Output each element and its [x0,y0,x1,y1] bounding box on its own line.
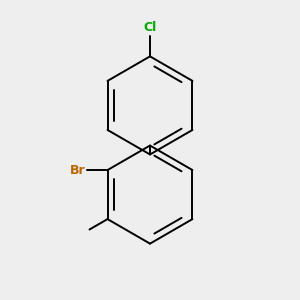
Text: Br: Br [70,164,85,177]
Text: Cl: Cl [143,21,157,34]
